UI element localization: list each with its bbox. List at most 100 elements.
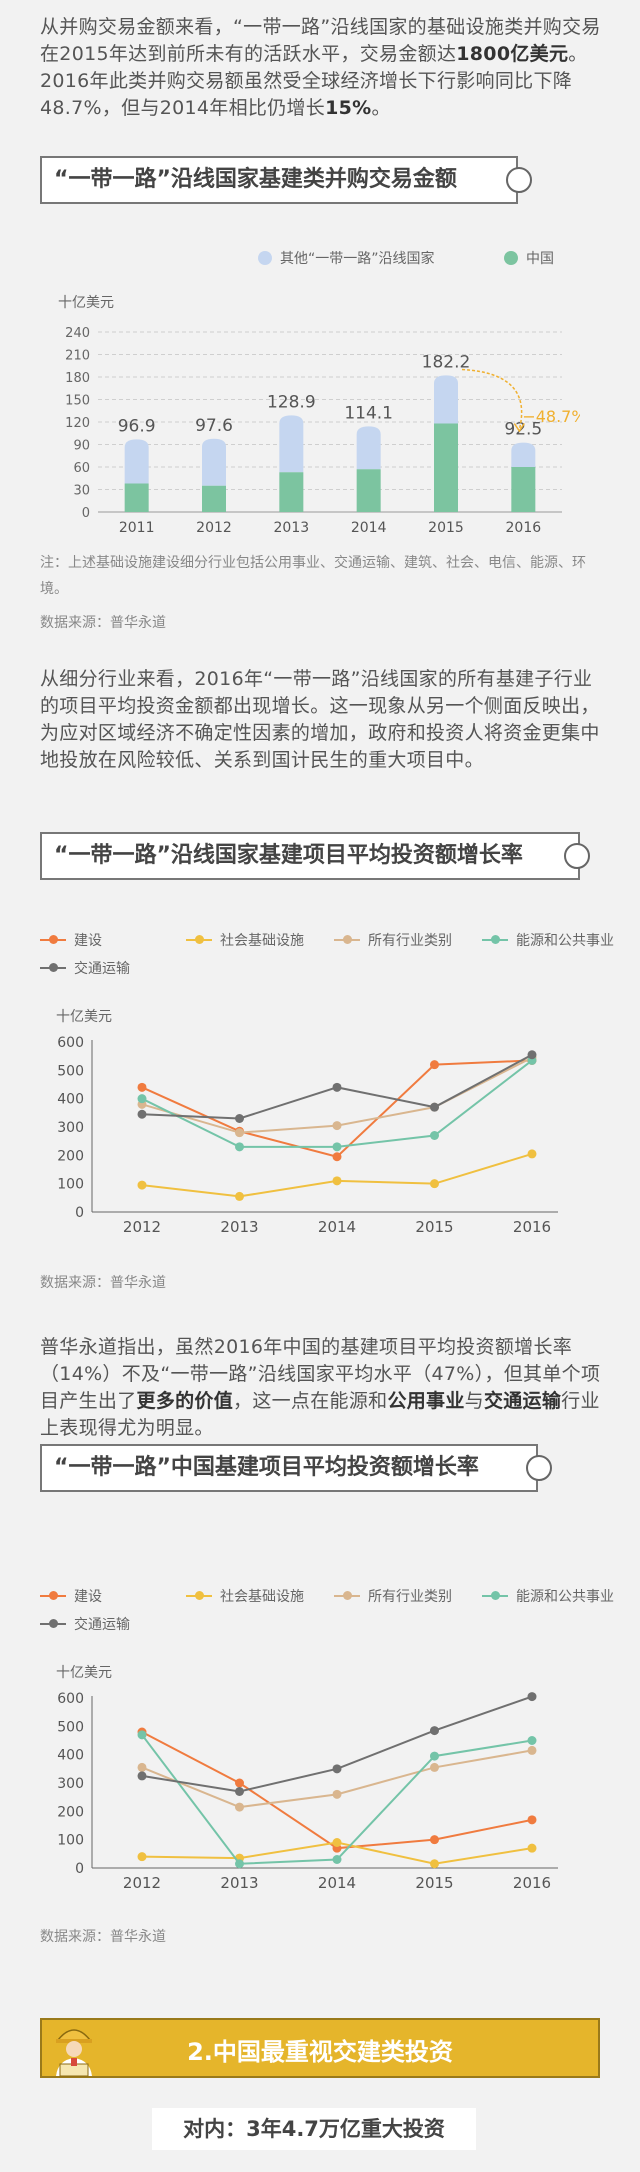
bar-other [356, 426, 381, 470]
legend-item: 社会基础设施 [186, 930, 304, 950]
bar-china [202, 485, 226, 512]
legend-line-icon [334, 1591, 360, 1600]
y-tick-label: 100 [57, 1177, 84, 1193]
legend-label: 能源和公共事业 [516, 1589, 614, 1605]
legend-item: 交通运输 [40, 958, 130, 978]
y-tick-label: 200 [57, 1148, 84, 1164]
section-title-2-text: “一带一路”沿线国家基建项目平均投资额增长率 [54, 843, 523, 868]
y-tick-label: 60 [73, 461, 90, 476]
line-chart-1: 0 100 200 300 400 500 600 2012 2013 2014 2015 2016 [57, 1035, 558, 1236]
data-point [430, 1859, 439, 1869]
data-point [235, 1114, 244, 1123]
banner-title: 2.中国最重视交建类投资 [187, 2038, 453, 2066]
data-point [137, 1109, 147, 1119]
y-tick-label: 400 [57, 1748, 84, 1764]
legend-item: 社会基础设施 [186, 1586, 304, 1606]
legend-label: 交通运输 [74, 1617, 130, 1633]
legend-line-icon [40, 935, 66, 944]
data-point [430, 1726, 439, 1736]
intro-paragraph: 从并购交易金额来看，“一带一路”沿线国家的基础设施类并购交易在2015年达到前所… [40, 14, 604, 122]
bar-other [511, 442, 536, 467]
bar-china [124, 483, 149, 512]
legend-label-china: 中国 [526, 251, 554, 267]
legend-label: 能源和公共事业 [516, 933, 614, 949]
x-tick-label: 2013 [274, 520, 310, 536]
legend-item: 所有行业类别 [334, 930, 452, 950]
intro-text-1: 从并购交易金额来看，“一带一路”沿线国家的基础设施类并购交易在2015年达到前所… [40, 16, 601, 65]
circle-icon [506, 167, 532, 193]
x-tick-label: 2016 [506, 520, 542, 536]
data-point [332, 1176, 342, 1186]
bar-total-label: 114.1 [344, 403, 393, 423]
data-point [235, 1191, 244, 1201]
legend-item: 能源和公共事业 [482, 1586, 614, 1606]
x-tick-label: 2012 [196, 520, 232, 536]
legend-label: 社会基础设施 [220, 933, 304, 949]
subtitle-text: 对内：3年4.7万亿重大投资 [183, 2117, 445, 2141]
section-title-2: “一带一路”沿线国家基建项目平均投资额增长率 [40, 832, 590, 880]
chart3-source: 数据来源：普华永道 [40, 1929, 166, 1945]
data-point [430, 1751, 439, 1761]
legend-label: 建设 [74, 933, 102, 949]
para3-bold-d: 公用事业 [387, 1390, 465, 1412]
x-tick-label: 2014 [318, 1218, 356, 1236]
para3-bold-b: 更多的价值 [136, 1390, 234, 1412]
bar-china [434, 423, 458, 512]
x-tick-label: 2015 [428, 520, 464, 536]
data-point [235, 1802, 244, 1812]
y-tick-label: 90 [73, 439, 90, 454]
x-tick-label: 2015 [415, 1218, 453, 1236]
y-tick-label: 300 [57, 1120, 84, 1136]
series-line [141, 1059, 533, 1148]
legend-item: 建设 [40, 1586, 102, 1606]
data-point [430, 1179, 439, 1189]
y-tick-label: 150 [65, 394, 90, 409]
chart2-unit-label: 十亿美元 [56, 1009, 112, 1025]
data-point [137, 1762, 147, 1772]
data-point [137, 1771, 147, 1781]
x-tick-label: 2014 [318, 1874, 356, 1892]
data-point [137, 1730, 147, 1740]
data-point [430, 1835, 439, 1845]
legend-item: 建设 [40, 930, 102, 950]
legend-label: 社会基础设施 [220, 1589, 304, 1605]
data-point [430, 1762, 439, 1772]
chart2-source: 数据来源：普华永道 [40, 1275, 166, 1291]
bar-other [279, 415, 304, 473]
data-point [527, 1736, 537, 1745]
circle-icon [564, 843, 590, 869]
paragraph-2: 从细分行业来看，2016年“一带一路”沿线国家的所有基建子行业的项目平均投资金额… [40, 668, 600, 771]
data-point [527, 1815, 537, 1825]
intro-text-2: 。2016年此类并购交易额虽然受全球经济增长下行影响同比下降48.7%，但与20… [40, 43, 588, 119]
legend-line-icon [482, 1591, 508, 1600]
data-point [430, 1102, 439, 1112]
y-tick-label: 0 [75, 1205, 84, 1221]
legend-line-icon [482, 935, 508, 944]
y-tick-label: 0 [82, 506, 90, 521]
data-point [137, 1852, 147, 1862]
y-tick-label: 200 [57, 1804, 84, 1820]
data-point [527, 1692, 537, 1702]
data-point [235, 1128, 244, 1138]
chart1-unit-label: 十亿美元 [58, 295, 114, 311]
data-point [430, 1131, 439, 1140]
x-tick-label: 2015 [415, 1874, 453, 1892]
data-point [137, 1180, 147, 1190]
para3-text-c: ，这一点在能源和 [233, 1390, 388, 1412]
bar-other [434, 375, 458, 424]
legend-dot-icon [258, 251, 272, 265]
legend-dot-icon [504, 251, 518, 265]
bar-total-label: 97.6 [195, 416, 233, 436]
legend-item: 能源和公共事业 [482, 930, 614, 950]
y-tick-label: 120 [65, 416, 90, 431]
legend-line-icon [186, 1591, 212, 1600]
data-point [332, 1838, 342, 1847]
section-banner: 2.中国最重视交建类投资 [40, 2018, 600, 2078]
data-point [332, 1789, 342, 1799]
chart1-note: 注：上述基础设施建设细分行业包括公用事业、交通运输、建筑、社会、电信、能源、环境… [40, 555, 586, 597]
data-point [332, 1142, 342, 1152]
chart3-unit-label: 十亿美元 [56, 1665, 112, 1681]
bar-total-label: 182.2 [422, 352, 471, 372]
y-tick-label: 240 [65, 326, 90, 341]
bar-china [279, 472, 304, 512]
